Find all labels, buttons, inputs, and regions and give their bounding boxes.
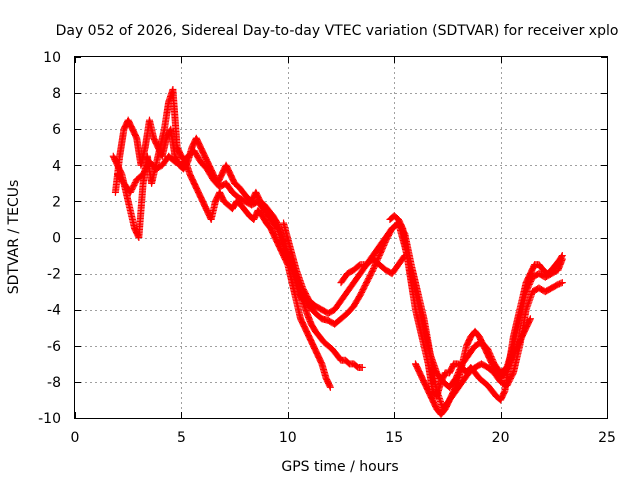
- data-point: [558, 253, 566, 261]
- grid: [75, 57, 607, 418]
- x-tick-label: 5: [177, 430, 186, 446]
- y-tick-label: -10: [38, 411, 61, 427]
- y-axis-title: SDTVAR / TECUs: [6, 180, 22, 295]
- x-tick-label: 20: [492, 430, 510, 446]
- y-tick-label: 8: [52, 86, 61, 102]
- data-point: [526, 316, 534, 324]
- y-tick-label: 0: [52, 231, 61, 247]
- y-tick-label: -4: [47, 303, 61, 319]
- y-tick-label: -8: [47, 375, 61, 391]
- series-track-4: [280, 219, 566, 413]
- x-tick-labels: 0 5 10 15 20 25: [71, 430, 616, 446]
- data-point: [326, 382, 334, 390]
- y-tick-label: 4: [52, 158, 61, 174]
- y-tick-label: -6: [47, 339, 61, 355]
- y-tick-labels: -10 -8 -6 -4 -2 0 2 4 6 8 10: [38, 50, 61, 427]
- axis-ticks: [75, 57, 608, 419]
- y-tick-label: 2: [52, 194, 61, 210]
- plot-frame: [74, 56, 608, 419]
- series-track-7: [337, 252, 409, 287]
- data-points: [109, 85, 566, 418]
- x-tick-label: 25: [598, 430, 616, 446]
- series-track-6: [411, 315, 534, 418]
- data-point: [558, 279, 566, 287]
- series-track-5: [386, 212, 566, 404]
- data-point: [358, 363, 366, 371]
- y-tick-label: 10: [43, 50, 61, 66]
- x-tick-label: 10: [279, 430, 297, 446]
- y-tick-label: 6: [52, 122, 61, 138]
- series-track-2: [111, 116, 366, 371]
- data-point: [401, 252, 409, 260]
- x-tick-label: 15: [385, 430, 403, 446]
- data-point: [558, 252, 566, 260]
- data-point: [557, 279, 565, 287]
- data-point: [326, 383, 334, 391]
- x-axis-title: GPS time / hours: [281, 459, 398, 475]
- data-point: [400, 253, 408, 261]
- chart-title: Day 052 of 2026, Sidereal Day-to-day VTE…: [56, 23, 619, 39]
- x-tick-label: 0: [71, 430, 80, 446]
- y-tick-label: -2: [47, 267, 61, 283]
- data-point: [526, 315, 534, 323]
